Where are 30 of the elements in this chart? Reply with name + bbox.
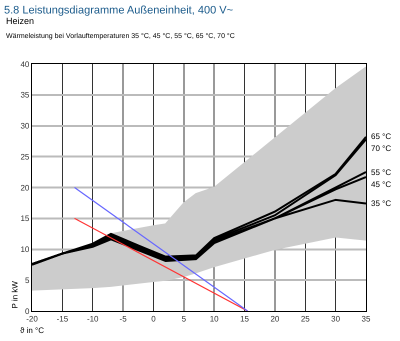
x-tick-label: 15 xyxy=(240,314,250,324)
series-label: 65 °C xyxy=(371,132,392,141)
x-tick-label: 30 xyxy=(331,314,341,324)
y-tick-label: 40 xyxy=(20,60,30,69)
x-tick-label: 10 xyxy=(210,314,220,324)
y-tick-label: 15 xyxy=(20,214,30,224)
y-tick-label: 20 xyxy=(20,183,30,192)
series-label: 55 °C xyxy=(371,168,392,177)
y-tick-label: 5 xyxy=(24,276,30,285)
y-tick-label: 25 xyxy=(20,152,30,162)
x-tick-label: 5 xyxy=(182,314,187,324)
series-label: 35 °C xyxy=(371,199,392,208)
y-tick-label: 10 xyxy=(20,245,30,254)
y-tick-label: 0 xyxy=(24,306,30,316)
x-tick-label: -20 xyxy=(26,314,38,324)
x-tick-label: -5 xyxy=(120,314,128,324)
x-tick-label: 25 xyxy=(300,314,310,324)
x-tick-label: -10 xyxy=(86,314,100,324)
x-tick-label: 20 xyxy=(270,314,280,324)
x-tick-label: -15 xyxy=(56,314,69,324)
series-label: 70 °C xyxy=(371,144,392,153)
chart-subtitle: Heizen xyxy=(6,16,34,26)
chart-title: 5.8 Leistungsdiagramme Außeneinheit, 400 V~ xyxy=(4,4,234,17)
x-axis-title: ϑ in °C xyxy=(20,326,44,335)
series-label: 45 °C xyxy=(371,180,392,189)
y-tick-label: 30 xyxy=(20,122,30,131)
x-tick-label: 0 xyxy=(151,314,156,324)
y-tick-label: 35 xyxy=(20,90,30,100)
y-axis-title: P in kW xyxy=(10,280,20,308)
x-tick-label: 35 xyxy=(362,314,371,324)
